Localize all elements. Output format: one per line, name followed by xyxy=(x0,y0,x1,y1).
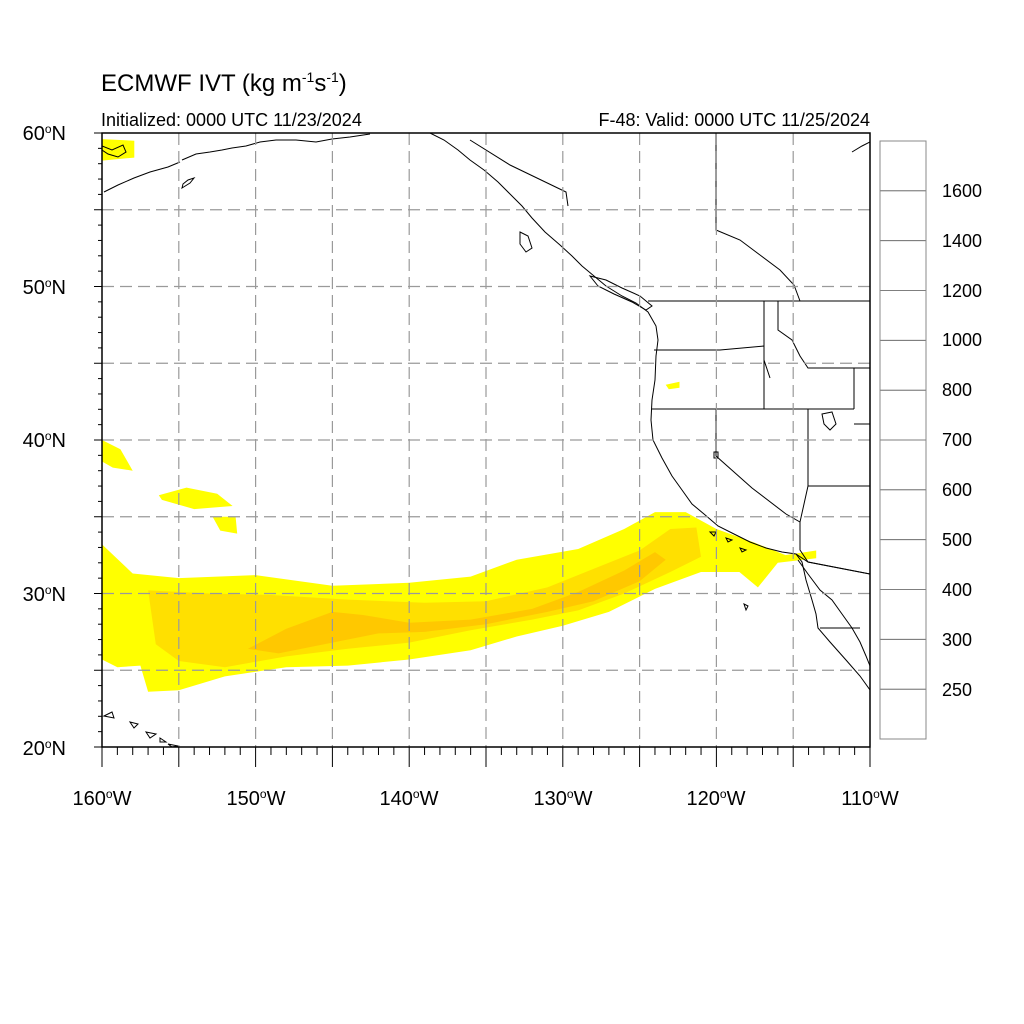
colorbar-label-800: 800 xyxy=(942,380,973,400)
baja-inner-coast xyxy=(797,559,870,667)
lat-label-20: 20oN xyxy=(22,737,66,760)
ca-nv-border xyxy=(715,409,809,523)
coastlines xyxy=(102,133,870,747)
lon-label-120: 120oW xyxy=(686,787,746,810)
ivt-patch-4 xyxy=(665,381,680,390)
alaska-coast xyxy=(102,144,127,158)
colorbar-frame xyxy=(879,140,927,740)
ivt-patch-1 xyxy=(102,139,135,161)
lon-label-160: 160oW xyxy=(72,787,132,810)
colorbar-label-700: 700 xyxy=(942,430,973,450)
colorbar-label-1600: 1600 xyxy=(942,181,983,201)
colorbar-label-500: 500 xyxy=(942,530,973,550)
init-time: Initialized: 0000 UTC 11/23/2024 xyxy=(101,110,362,130)
wa-or-border xyxy=(654,345,771,379)
idaho-panhandle xyxy=(777,301,855,409)
colorbar xyxy=(879,140,927,740)
ivt-field xyxy=(102,139,817,692)
ak-bc-border xyxy=(469,139,569,207)
ivt-patch-3 xyxy=(212,516,238,534)
alaska-peninsula xyxy=(103,161,181,193)
graticule xyxy=(102,133,870,747)
great-salt-lake xyxy=(821,411,837,431)
nv-ut-border xyxy=(807,409,870,487)
colorbar-label-1000: 1000 xyxy=(942,330,983,350)
ivt-plume-400 xyxy=(247,552,666,654)
colorbar-label-600: 600 xyxy=(942,480,973,500)
colorbar-label-1400: 1400 xyxy=(942,231,983,251)
lon-label-140: 140oW xyxy=(379,787,439,810)
axis-ticks xyxy=(94,132,871,767)
colorbar-label-250: 250 xyxy=(942,680,973,700)
vancouver-island xyxy=(588,275,653,311)
ivt-patch-0 xyxy=(102,440,133,471)
alaska-gulf-coast xyxy=(181,133,371,161)
colorbar-label-400: 400 xyxy=(942,580,973,600)
bc-alberta-border xyxy=(715,133,801,302)
hudson-bay-edge xyxy=(851,141,870,153)
lake-tahoe xyxy=(713,451,719,459)
ivt-patch-2 xyxy=(158,487,233,510)
map-title: ECMWF IVT (kg m-1s-1) xyxy=(101,69,347,97)
channel-islands xyxy=(708,531,749,612)
az-border xyxy=(799,522,870,575)
lat-label-60: 60oN xyxy=(22,122,66,145)
mx-border xyxy=(795,553,870,575)
hawaii-islands xyxy=(102,711,179,747)
lat-label-50: 50oN xyxy=(22,276,66,299)
lon-label-150: 150oW xyxy=(226,787,286,810)
kodiak-island xyxy=(181,176,196,190)
haida-gwaii xyxy=(519,231,533,253)
valid-time: F-48: Valid: 0000 UTC 11/25/2024 xyxy=(598,110,871,130)
lon-label-130: 130oW xyxy=(533,787,593,810)
colorbar-label-300: 300 xyxy=(942,630,973,650)
lat-label-40: 40oN xyxy=(22,429,66,452)
lon-label-110: 110oW xyxy=(841,787,899,810)
colorbar-label-1200: 1200 xyxy=(942,281,983,301)
lat-label-30: 30oN xyxy=(22,583,66,606)
